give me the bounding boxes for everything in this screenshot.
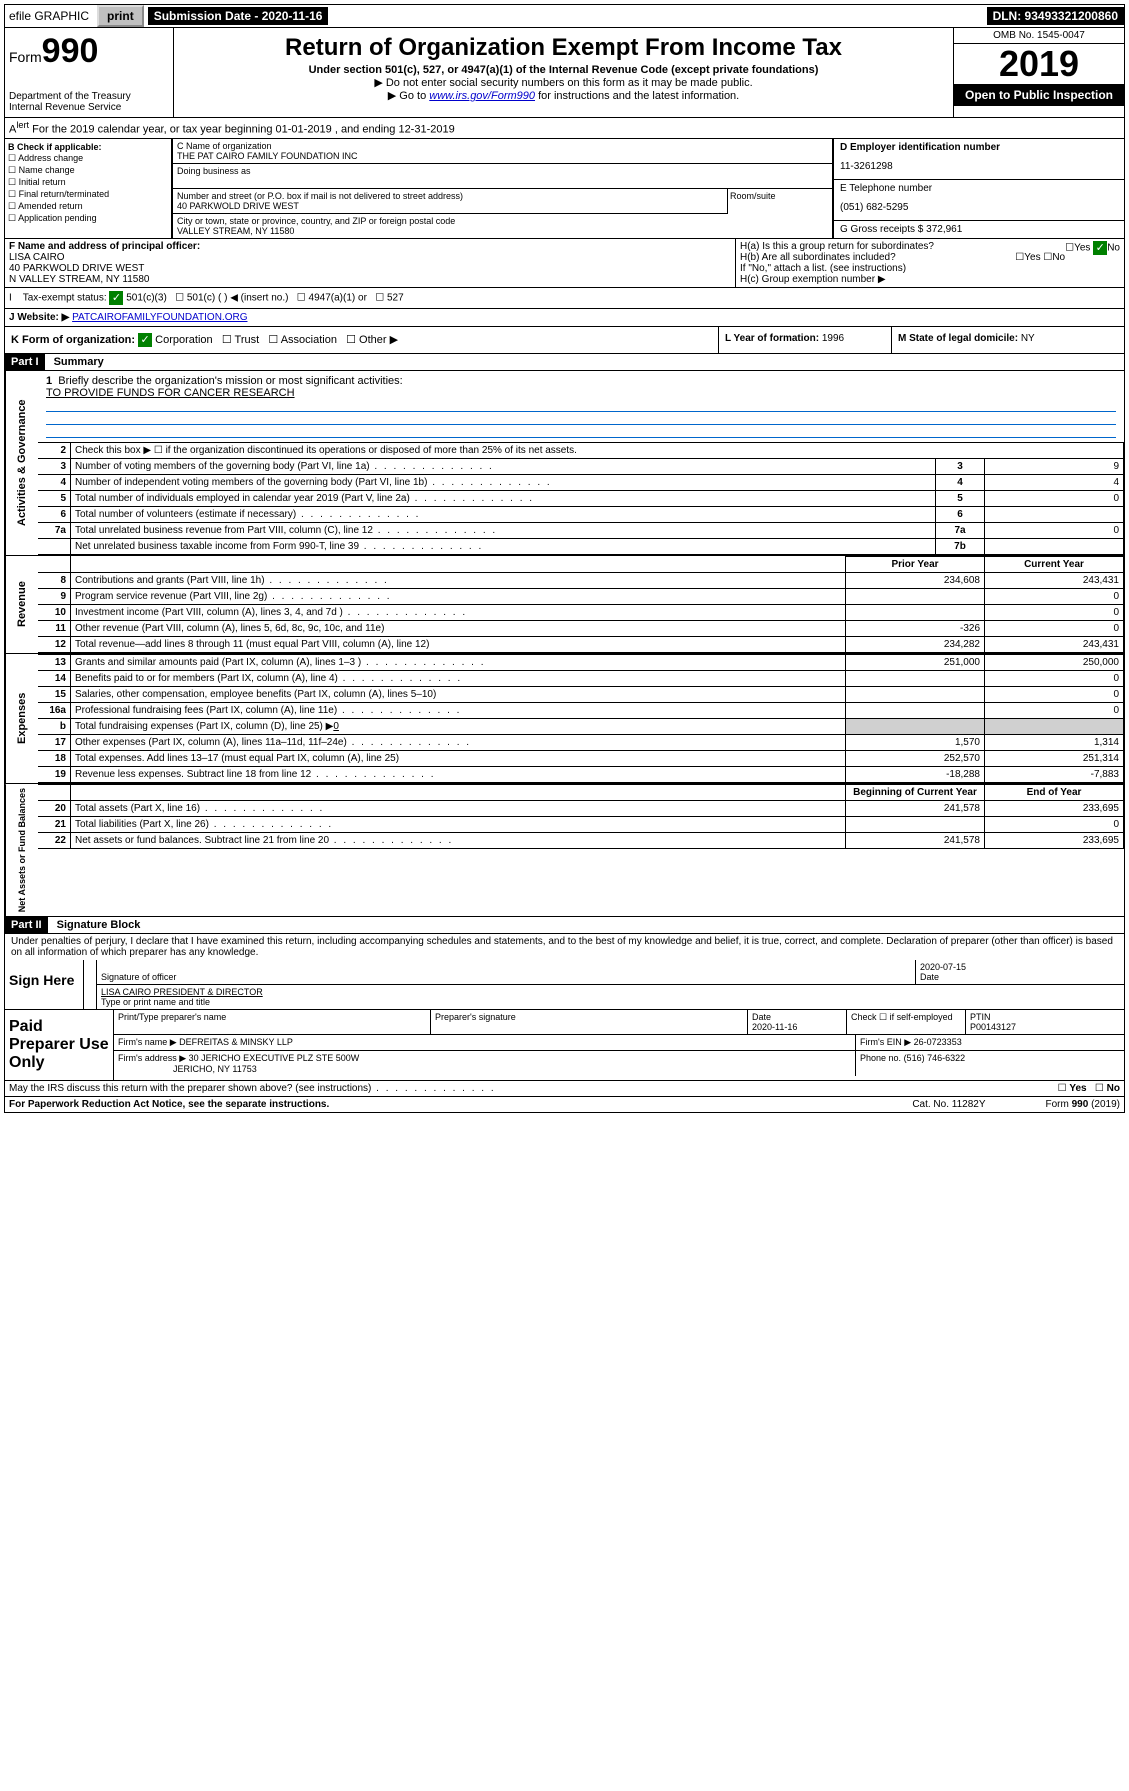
check-icon: ✓ bbox=[109, 291, 123, 305]
section-f: F Name and address of principal officer:… bbox=[5, 239, 735, 287]
org-address: 40 PARKWOLD DRIVE WEST bbox=[177, 201, 723, 211]
row-fh: F Name and address of principal officer:… bbox=[4, 239, 1125, 288]
cb-app[interactable]: ☐ Application pending bbox=[8, 213, 168, 224]
discuss-row: May the IRS discuss this return with the… bbox=[4, 1081, 1125, 1097]
note-1: ▶ Do not enter social security numbers o… bbox=[178, 76, 949, 89]
domicile-state: NY bbox=[1021, 333, 1035, 344]
firm-ein: 26-0723353 bbox=[914, 1037, 962, 1047]
revenue-section: Revenue Prior YearCurrent Year 8Contribu… bbox=[4, 556, 1125, 654]
check-icon: ✓ bbox=[138, 333, 152, 347]
section-d: D Employer identification number 11-3261… bbox=[832, 139, 1124, 238]
section-i: I Tax-exempt status: ✓ 501(c)(3) ☐ 501(c… bbox=[4, 288, 1125, 309]
part1-header: Part I Summary bbox=[4, 354, 1125, 371]
row-a: Alert For the 2019 calendar year, or tax… bbox=[4, 118, 1125, 139]
officer-sig-name: LISA CAIRO PRESIDENT & DIRECTOR bbox=[101, 987, 263, 997]
room-suite-label: Room/suite bbox=[728, 189, 832, 214]
print-button[interactable]: print bbox=[97, 5, 144, 27]
section-j: J Website: ▶ PATCAIROFAMILYFOUNDATION.OR… bbox=[4, 309, 1125, 327]
gross-value: 372,961 bbox=[926, 224, 962, 235]
paperwork-notice: For Paperwork Reduction Act Notice, see … bbox=[9, 1099, 329, 1110]
firm-name: DEFREITAS & MINSKY LLP bbox=[179, 1037, 293, 1047]
form-subtitle: Under section 501(c), 527, or 4947(a)(1)… bbox=[178, 64, 949, 76]
sign-here-label: Sign Here bbox=[5, 960, 84, 1009]
form-label-box: Form990 Department of the Treasury Inter… bbox=[5, 28, 174, 117]
title-box: Return of Organization Exempt From Incom… bbox=[174, 28, 953, 117]
public-inspection: Open to Public Inspection bbox=[954, 84, 1124, 106]
net-assets-section: Net Assets or Fund Balances Beginning of… bbox=[4, 784, 1125, 917]
check-icon: ✓ bbox=[1093, 241, 1107, 255]
c-name-label: C Name of organization bbox=[177, 141, 828, 151]
ptin: P00143127 bbox=[970, 1022, 1016, 1032]
city-label: City or town, state or province, country… bbox=[177, 216, 828, 226]
dept-label: Department of the Treasury Internal Reve… bbox=[9, 91, 169, 113]
formation-year: 1996 bbox=[822, 333, 844, 344]
cat-number: Cat. No. 11282Y bbox=[912, 1099, 985, 1110]
addr-label: Number and street (or P.O. box if mail i… bbox=[177, 191, 723, 201]
phone-value: (051) 682-5295 bbox=[840, 202, 1118, 213]
paid-prep-label: Paid Preparer Use Only bbox=[5, 1010, 114, 1080]
ein-label: D Employer identification number bbox=[840, 142, 1000, 153]
cb-name[interactable]: ☐ Name change bbox=[8, 165, 168, 176]
section-klm: K Form of organization: ✓ Corporation ☐ … bbox=[4, 327, 1125, 354]
officer-addr2: N VALLEY STREAM, NY 11580 bbox=[9, 274, 149, 285]
firm-addr: 30 JERICHO EXECUTIVE PLZ STE 500W bbox=[189, 1053, 360, 1063]
form-word: Form bbox=[9, 49, 42, 65]
section-h: H(a) Is this a group return for subordin… bbox=[735, 239, 1124, 287]
submission-date: Submission Date - 2020-11-16 bbox=[148, 7, 329, 25]
org-city: VALLEY STREAM, NY 11580 bbox=[177, 226, 828, 236]
cb-amended[interactable]: ☐ Amended return bbox=[8, 201, 168, 212]
efile-label: efile GRAPHIC bbox=[5, 7, 93, 25]
irs-link[interactable]: www.irs.gov/Form990 bbox=[429, 90, 535, 102]
signature-block: Under penalties of perjury, I declare th… bbox=[4, 934, 1125, 1010]
officer-addr1: 40 PARKWOLD DRIVE WEST bbox=[9, 263, 144, 274]
page-footer: For Paperwork Reduction Act Notice, see … bbox=[4, 1097, 1125, 1113]
officer-name: LISA CAIRO bbox=[9, 252, 65, 263]
cb-final[interactable]: ☐ Final return/terminated bbox=[8, 189, 168, 200]
phone-label: E Telephone number bbox=[840, 183, 1118, 194]
entity-block: B Check if applicable: ☐ Address change … bbox=[4, 139, 1125, 239]
website-link[interactable]: PATCAIROFAMILYFOUNDATION.ORG bbox=[72, 312, 247, 323]
activities-governance: Activities & Governance 1 Briefly descri… bbox=[4, 371, 1125, 556]
form-title: Return of Organization Exempt From Incom… bbox=[178, 34, 949, 62]
mission-text: TO PROVIDE FUNDS FOR CANCER RESEARCH bbox=[46, 387, 295, 399]
section-c: C Name of organization THE PAT CAIRO FAM… bbox=[173, 139, 832, 238]
prep-phone: (516) 746-6322 bbox=[904, 1053, 966, 1063]
form-header: Form990 Department of the Treasury Inter… bbox=[4, 28, 1125, 118]
note-2: ▶ Go to www.irs.gov/Form990 for instruct… bbox=[178, 89, 949, 102]
gross-label: G Gross receipts $ bbox=[840, 224, 923, 235]
org-name: THE PAT CAIRO FAMILY FOUNDATION INC bbox=[177, 151, 828, 161]
section-b: B Check if applicable: ☐ Address change … bbox=[5, 139, 173, 238]
part2-header: Part II Signature Block bbox=[4, 917, 1125, 934]
form-number: 990 bbox=[42, 32, 99, 70]
tax-year: 2019 bbox=[954, 44, 1124, 84]
expenses-section: Expenses 13Grants and similar amounts pa… bbox=[4, 654, 1125, 784]
cb-address[interactable]: ☐ Address change bbox=[8, 153, 168, 164]
paid-preparer: Paid Preparer Use Only Print/Type prepar… bbox=[4, 1010, 1125, 1081]
top-bar: efile GRAPHIC print Submission Date - 20… bbox=[4, 4, 1125, 28]
dln-label: DLN: 93493321200860 bbox=[987, 7, 1124, 25]
ein-value: 11-3261298 bbox=[840, 161, 1118, 172]
form-footer-label: Form 990 (2019) bbox=[1046, 1099, 1120, 1110]
dba-label: Doing business as bbox=[177, 166, 828, 176]
perjury-text: Under penalties of perjury, I declare th… bbox=[5, 934, 1124, 960]
year-box: OMB No. 1545-0047 2019 Open to Public In… bbox=[953, 28, 1124, 117]
omb-number: OMB No. 1545-0047 bbox=[954, 28, 1124, 44]
cb-initial[interactable]: ☐ Initial return bbox=[8, 177, 168, 188]
